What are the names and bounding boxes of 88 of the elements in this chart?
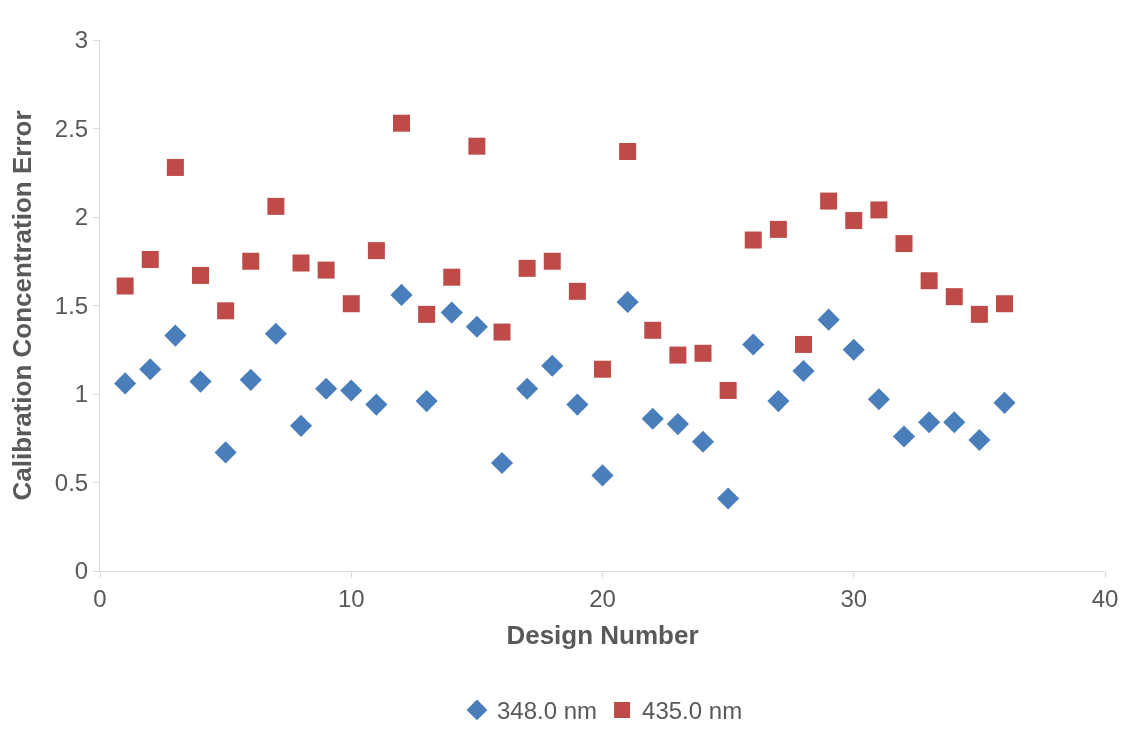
y-axis-title: Calibration Concentration Error [7,110,38,501]
point [518,259,536,277]
point [895,235,913,253]
point [317,261,335,279]
point [390,283,413,306]
point [996,295,1013,313]
y-tick-label: 0.5 [54,468,89,496]
point [541,354,564,377]
point [342,295,360,313]
point [189,370,212,393]
point [242,252,260,270]
point [767,390,790,413]
point [817,308,840,331]
legend-label: 435.0 nm [642,697,743,725]
point [691,430,715,453]
point [566,393,589,416]
point [315,377,338,400]
point [568,282,586,300]
point [870,201,888,219]
point [493,323,511,341]
point [591,464,614,487]
y-tick-label: 2.5 [54,114,89,142]
y-tick-label: 3 [74,26,89,54]
x-tick-label: 20 [589,584,616,612]
point [141,250,159,268]
point [468,137,486,155]
point [192,266,209,284]
point [845,212,863,230]
legend-label: 348.0 nm [497,697,598,725]
point [116,277,134,295]
y-tick-label: 0 [74,557,89,585]
point [644,321,662,339]
point [166,158,184,176]
point [340,379,363,402]
point [968,428,991,452]
x-tick-label: 10 [337,584,365,612]
y-tick-label: 2 [74,203,89,231]
point [543,252,561,270]
point [264,322,287,345]
point [970,305,988,323]
point [289,414,313,437]
point [993,391,1016,414]
point [719,381,737,399]
point [920,272,938,290]
point [490,451,514,475]
point [440,301,463,324]
point [867,388,890,411]
x-tick-label: 0 [93,584,107,612]
point [943,411,966,434]
point [239,368,262,391]
point [616,290,639,314]
point [164,324,187,347]
point [443,268,461,286]
point [669,346,687,364]
point [842,338,865,361]
point [694,344,712,362]
point [918,411,941,434]
point [114,372,137,395]
x-tick-label: 40 [1091,584,1119,612]
point [795,335,812,353]
point [945,288,963,306]
point [892,425,916,448]
point [594,360,611,378]
y-tick-label: 1.5 [54,291,89,319]
x-tick-label: 30 [840,584,868,612]
point [717,487,740,510]
point [641,407,664,430]
point [769,220,787,238]
point [267,197,285,215]
point [742,333,765,356]
point [365,393,388,416]
point [820,192,838,210]
point [415,390,438,413]
point [139,358,162,381]
point [367,242,385,260]
point [516,377,539,400]
point [792,359,815,383]
point [217,302,235,320]
x-axis-title: Design Number [506,620,699,651]
point [465,315,488,338]
y-tick-label: 1 [74,380,89,408]
point [214,441,237,464]
point [292,254,310,272]
point [744,231,762,249]
point [418,305,436,323]
point [393,114,410,132]
point [666,413,689,436]
point [619,143,637,161]
